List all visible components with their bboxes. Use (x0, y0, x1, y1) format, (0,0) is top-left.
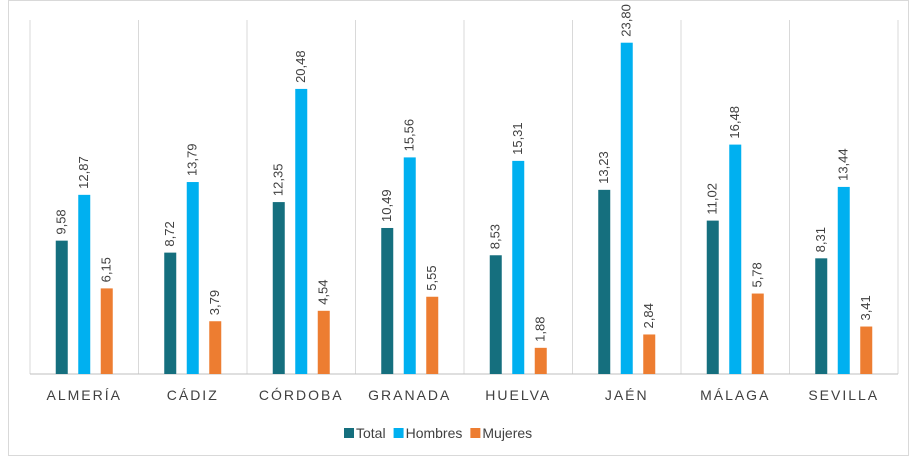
bar (317, 310, 330, 374)
legend-label: Hombres (406, 425, 463, 441)
legend-swatch (470, 428, 481, 438)
bar (489, 255, 502, 374)
bar (164, 252, 177, 374)
bar (706, 220, 719, 374)
bar (620, 42, 633, 374)
bar (55, 240, 68, 374)
data-label: 13,44 (836, 148, 851, 181)
data-label: 5,55 (424, 265, 439, 290)
x-tick-label: ALMERÍA (47, 387, 122, 403)
data-label: 15,31 (510, 122, 525, 155)
bar (512, 160, 525, 374)
bar (815, 258, 828, 374)
x-tick-label: CÁDIZ (167, 387, 219, 403)
data-label: 16,48 (727, 106, 742, 139)
data-label: 4,54 (316, 279, 331, 304)
data-label: 5,78 (750, 262, 765, 287)
chart-frame (8, 0, 909, 456)
data-label: 13,79 (185, 143, 200, 176)
bar (209, 321, 222, 374)
data-label: 8,53 (488, 224, 503, 249)
data-label: 11,02 (705, 183, 720, 215)
legend-swatch (344, 428, 354, 438)
data-label: 10,49 (379, 189, 394, 222)
bar (598, 189, 611, 374)
data-label: 3,41 (858, 295, 873, 320)
x-tick-label: MÁLAGA (700, 387, 770, 403)
data-label: 13,23 (596, 151, 611, 184)
data-label: 2,84 (641, 303, 656, 328)
bar (272, 202, 285, 374)
data-label: 23,80 (619, 4, 634, 37)
legend-swatch (393, 428, 404, 438)
bar (534, 347, 547, 374)
data-label: 8,72 (162, 221, 177, 246)
bar (100, 288, 113, 374)
legend-label: Mujeres (482, 425, 532, 441)
bar (751, 293, 764, 374)
data-label: 6,15 (99, 257, 114, 282)
bar (186, 182, 199, 374)
legend-label: Total (356, 425, 386, 441)
data-label: 20,48 (293, 50, 308, 83)
data-label: 15,56 (402, 119, 417, 152)
x-tick-label: GRANADA (368, 387, 451, 403)
bar (860, 326, 873, 374)
x-tick-label: CÓRDOBA (259, 387, 344, 403)
bar (295, 88, 308, 375)
bar (78, 194, 91, 374)
bar (403, 157, 416, 374)
data-label: 3,79 (207, 290, 222, 315)
x-tick-label: SEVILLA (808, 387, 879, 403)
data-label: 12,35 (271, 164, 286, 197)
data-label: 12,87 (76, 156, 91, 189)
x-tick-label: HUELVA (485, 387, 551, 403)
x-tick-label: JAÉN (605, 387, 649, 403)
data-label: 1,88 (533, 317, 548, 342)
bar (643, 334, 656, 374)
bar (381, 227, 394, 374)
data-label: 9,58 (54, 209, 69, 234)
bar (426, 296, 439, 374)
bar (729, 144, 742, 374)
bar (837, 186, 850, 374)
data-label: 8,31 (813, 227, 828, 252)
